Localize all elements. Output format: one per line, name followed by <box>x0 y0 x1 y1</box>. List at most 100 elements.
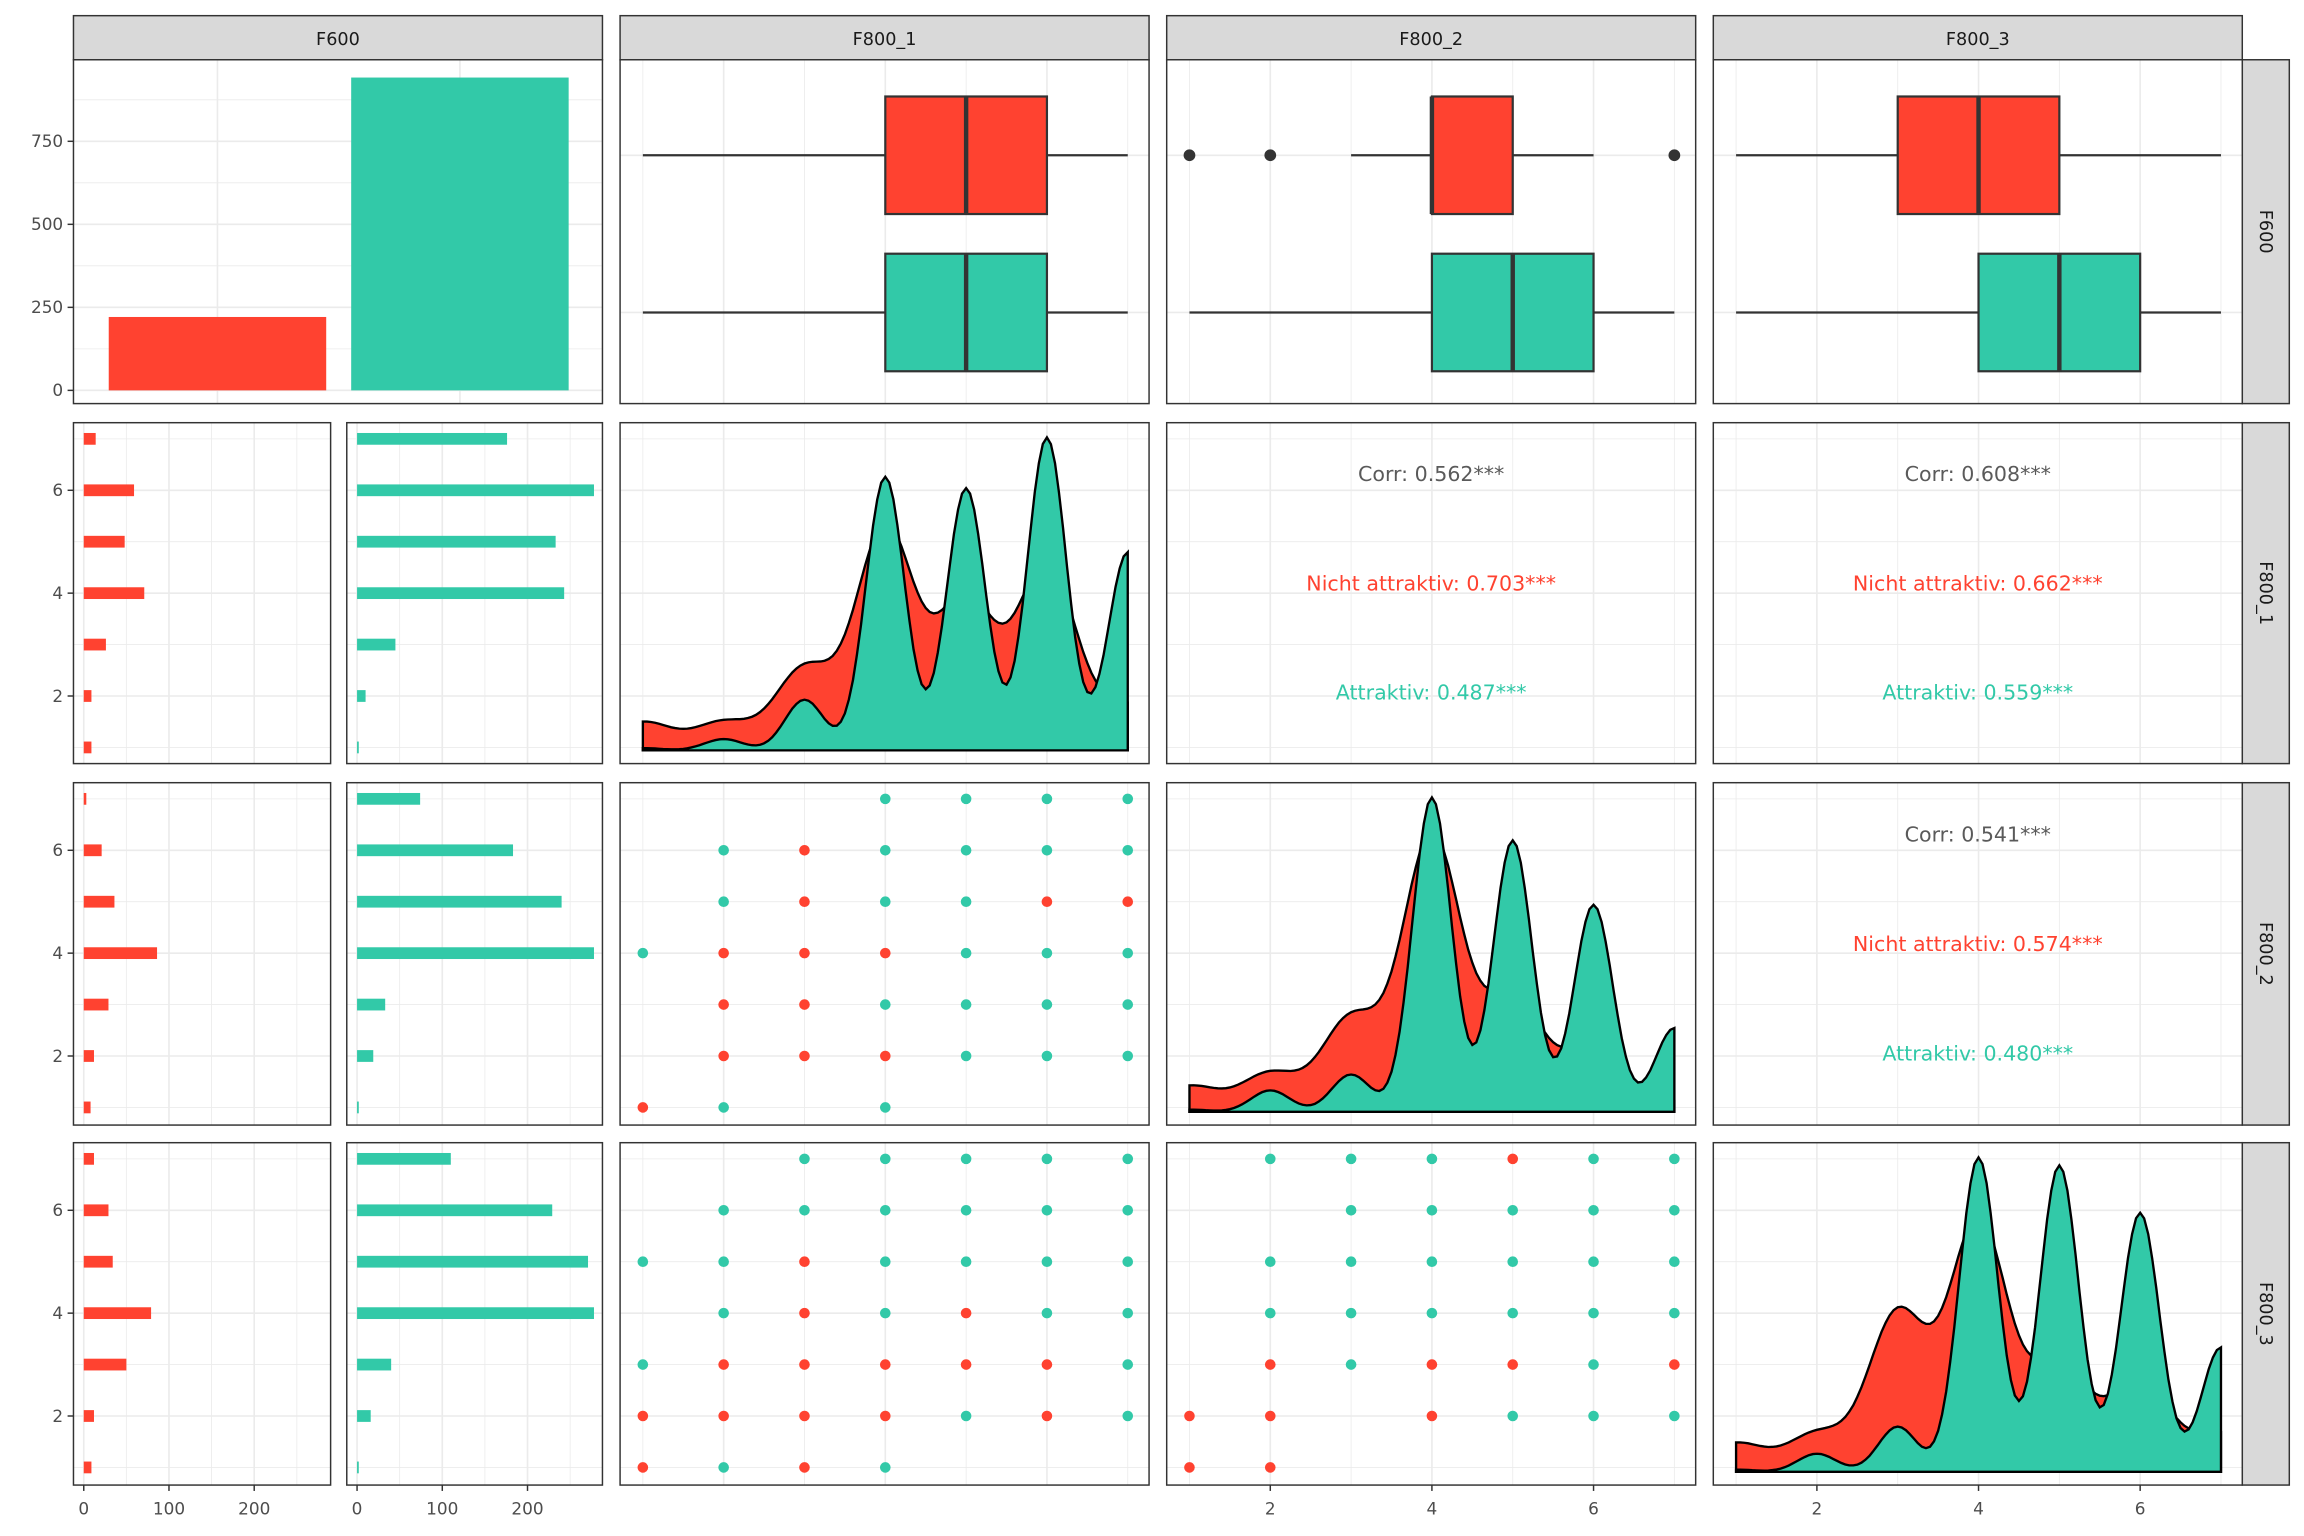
y-tick-label: 2 <box>52 686 63 706</box>
scatter-point <box>1122 793 1134 805</box>
count-bar <box>357 844 514 857</box>
count-bar <box>83 1461 92 1474</box>
strip-right-label: F800_3 <box>2255 1282 2275 1346</box>
correlation-text: Corr: 0.541*** <box>1905 822 2051 846</box>
count-bar <box>83 1410 94 1422</box>
count-bar <box>357 741 359 754</box>
x-tick-label: 6 <box>2135 1498 2146 1518</box>
scatter-point <box>1184 1410 1195 1422</box>
count-bar <box>357 792 421 805</box>
scatter-point <box>637 1462 649 1473</box>
count-bar <box>83 792 87 805</box>
count-bar <box>83 1255 113 1268</box>
count-bar <box>83 484 135 497</box>
x-tick-label: 6 <box>1588 1498 1599 1518</box>
count-bar <box>357 1152 451 1165</box>
count-bar <box>357 1358 392 1371</box>
count-bar <box>357 1204 553 1217</box>
scatter-point <box>1588 1153 1599 1165</box>
scatter-point <box>880 1204 891 1216</box>
box <box>1430 95 1514 216</box>
scatter-point <box>960 1307 972 1319</box>
scatter-point <box>1184 1462 1195 1473</box>
panel-border <box>619 59 1150 405</box>
y-tick-label: 4 <box>52 943 63 963</box>
scatter-point <box>799 999 810 1010</box>
scatter-point <box>960 1204 972 1216</box>
scatter-point <box>880 1102 891 1113</box>
scatter-point <box>1426 1410 1438 1422</box>
scatter-point <box>1041 1204 1053 1216</box>
correlation-text: Nicht attraktiv: 0.662*** <box>1853 571 2103 595</box>
scatter-point <box>1669 1256 1680 1268</box>
strip-right-label: F800_2 <box>2255 922 2275 986</box>
density-attraktiv <box>1734 1155 2223 1474</box>
strip-top-F800_1 <box>619 14 1150 61</box>
scatter-point <box>718 947 729 959</box>
panel-boxplot-F800_3 <box>1712 59 2244 405</box>
correlation-text: Attraktiv: 0.480*** <box>1882 1042 2073 1066</box>
scatter-point <box>799 1307 810 1319</box>
scatter-point <box>1122 1153 1134 1165</box>
scatter-point <box>1041 1359 1053 1370</box>
strip-top-label: F800_3 <box>1946 30 2010 50</box>
density-attraktiv <box>641 435 1129 752</box>
scatter-point <box>637 1102 649 1113</box>
scatter-point <box>960 947 972 959</box>
x-tick-label: 200 <box>238 1498 270 1518</box>
y-tick-label: 750 <box>31 131 63 151</box>
scatter-point <box>637 1256 649 1268</box>
scatter-point <box>960 1359 972 1370</box>
count-bar <box>357 1410 371 1422</box>
scatter-point <box>718 1204 729 1216</box>
scatter-point <box>1122 1359 1134 1370</box>
scatter-point <box>1426 1307 1438 1319</box>
scatter-point <box>1264 1410 1276 1422</box>
outlier-point <box>1668 149 1681 162</box>
strip-top-label: F800_2 <box>1399 30 1463 50</box>
count-bar <box>83 432 96 445</box>
panel-count-F800_3-nicht-attraktiv <box>72 1141 332 1486</box>
count-bar <box>357 1050 374 1062</box>
panel-F800_1-F800_2 <box>619 781 1150 1126</box>
scatter-point <box>880 1256 891 1268</box>
x-tick-label: 2 <box>1812 1498 1823 1518</box>
count-bar <box>357 1255 589 1268</box>
count-bar <box>83 1307 152 1320</box>
scatter-point <box>1669 1359 1680 1370</box>
scatter-point <box>880 1307 891 1319</box>
count-bar <box>83 1358 127 1371</box>
scatter-point <box>1041 844 1053 856</box>
scatter-point <box>1507 1256 1519 1268</box>
scatter-point <box>637 947 649 959</box>
panel-border <box>619 781 1150 1126</box>
scatter-point <box>799 947 810 959</box>
scatter-point <box>880 896 891 908</box>
scatter-point <box>1264 1307 1276 1319</box>
count-bar <box>83 1152 94 1165</box>
scatter-point <box>799 896 810 908</box>
y-tick-label: 2 <box>52 1406 63 1426</box>
scatter-point <box>1122 947 1134 959</box>
panel-border <box>346 1141 604 1486</box>
count-bar <box>357 1101 359 1114</box>
count-bar <box>357 895 562 908</box>
scatter-point <box>1345 1359 1357 1370</box>
scatter-point <box>1588 1410 1599 1422</box>
scatter-point <box>1041 1307 1053 1319</box>
count-bar <box>357 432 508 445</box>
strip-top-F600 <box>72 14 604 61</box>
count-bar <box>83 947 158 960</box>
panel-F800_2-F800_3 <box>1165 1141 1697 1486</box>
scatter-point <box>1264 1462 1276 1473</box>
correlation-text: Nicht attraktiv: 0.574*** <box>1853 932 2103 956</box>
scatter-point <box>1264 1256 1276 1268</box>
panel-count-F800_1-attraktiv <box>346 421 604 765</box>
scatter-point <box>1588 1307 1599 1319</box>
scatter-point <box>960 1050 972 1062</box>
x-tick-label: 4 <box>1427 1498 1438 1518</box>
scatter-point <box>799 1204 810 1216</box>
scatter-point <box>960 793 972 805</box>
panel-border <box>1165 421 1697 765</box>
